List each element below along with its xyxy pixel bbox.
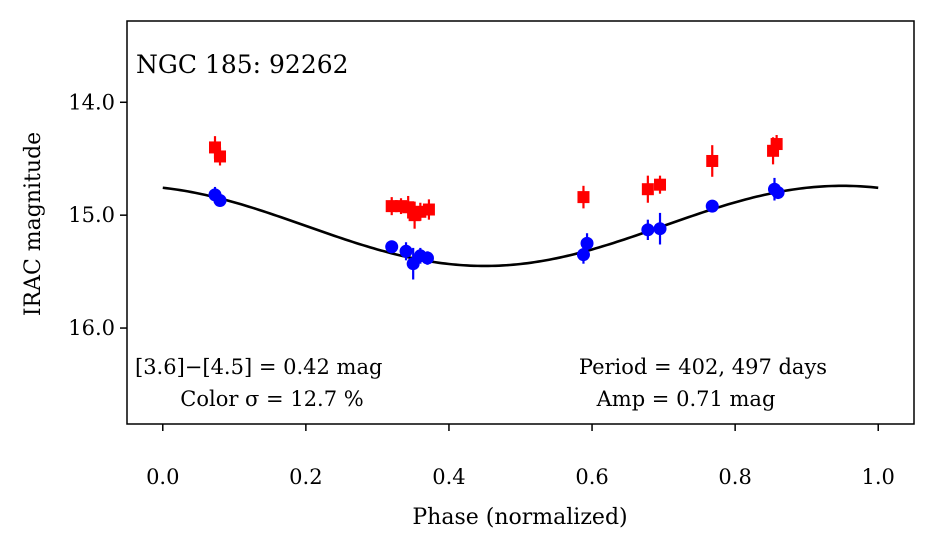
blue-data-point bbox=[213, 193, 227, 207]
square-marker bbox=[577, 191, 590, 204]
blue-data-point bbox=[385, 240, 399, 254]
blue-data-point bbox=[580, 233, 594, 254]
square-marker bbox=[706, 154, 719, 167]
square-marker bbox=[654, 178, 667, 191]
circle-marker bbox=[641, 223, 655, 237]
plot-area bbox=[126, 20, 915, 425]
x-tick-label: 0.4 bbox=[432, 465, 465, 489]
red-data-point bbox=[770, 135, 783, 154]
y-tick-label: 14.0 bbox=[68, 90, 115, 114]
red-data-point bbox=[214, 147, 227, 166]
red-data-point bbox=[706, 145, 719, 177]
x-axis-label: Phase (normalized) bbox=[412, 505, 627, 530]
blue-data-point bbox=[399, 242, 413, 261]
square-marker bbox=[385, 200, 398, 213]
square-marker bbox=[422, 203, 435, 216]
circle-marker bbox=[420, 251, 434, 265]
blue-data-point bbox=[420, 251, 434, 265]
red-data-point bbox=[385, 197, 398, 216]
circle-marker bbox=[705, 199, 719, 213]
amp-label: Amp = 0.71 mag bbox=[596, 387, 776, 411]
x-tick-label: 1.0 bbox=[862, 465, 895, 489]
fit-curve bbox=[162, 184, 879, 268]
square-marker bbox=[214, 150, 227, 163]
blue-data-point bbox=[771, 186, 785, 200]
blue-data-point bbox=[653, 212, 667, 245]
y-tick-label: 16.0 bbox=[68, 316, 115, 340]
circle-marker bbox=[653, 222, 667, 236]
red-data-point bbox=[577, 185, 590, 209]
y-axis-label: IRAC magnitude bbox=[21, 132, 46, 316]
color-sigma-label: Color σ = 12.7 % bbox=[180, 387, 363, 411]
blue-data-point bbox=[641, 219, 655, 240]
x-tick-label: 0.2 bbox=[289, 465, 322, 489]
circle-marker bbox=[399, 244, 413, 258]
red-data-point bbox=[641, 175, 654, 203]
period-label: Period = 402, 497 days bbox=[579, 355, 827, 379]
y-tick-label: 15.0 bbox=[68, 203, 115, 227]
red-data-point bbox=[654, 175, 667, 194]
red-data-point bbox=[422, 199, 435, 220]
circle-marker bbox=[580, 236, 594, 250]
blue-data-point bbox=[705, 199, 719, 213]
star-label: NGC 185: 92262 bbox=[136, 50, 349, 79]
square-marker bbox=[770, 138, 783, 151]
square-marker bbox=[641, 183, 654, 196]
circle-marker bbox=[385, 240, 399, 254]
x-tick-label: 0.0 bbox=[146, 465, 179, 489]
square-marker bbox=[209, 141, 222, 154]
x-tick-label: 0.8 bbox=[718, 465, 751, 489]
circle-marker bbox=[213, 193, 227, 207]
circle-marker bbox=[771, 186, 785, 200]
color-diff-label: [3.6]−[4.5] = 0.42 mag bbox=[135, 355, 382, 379]
x-tick-label: 0.6 bbox=[575, 465, 608, 489]
